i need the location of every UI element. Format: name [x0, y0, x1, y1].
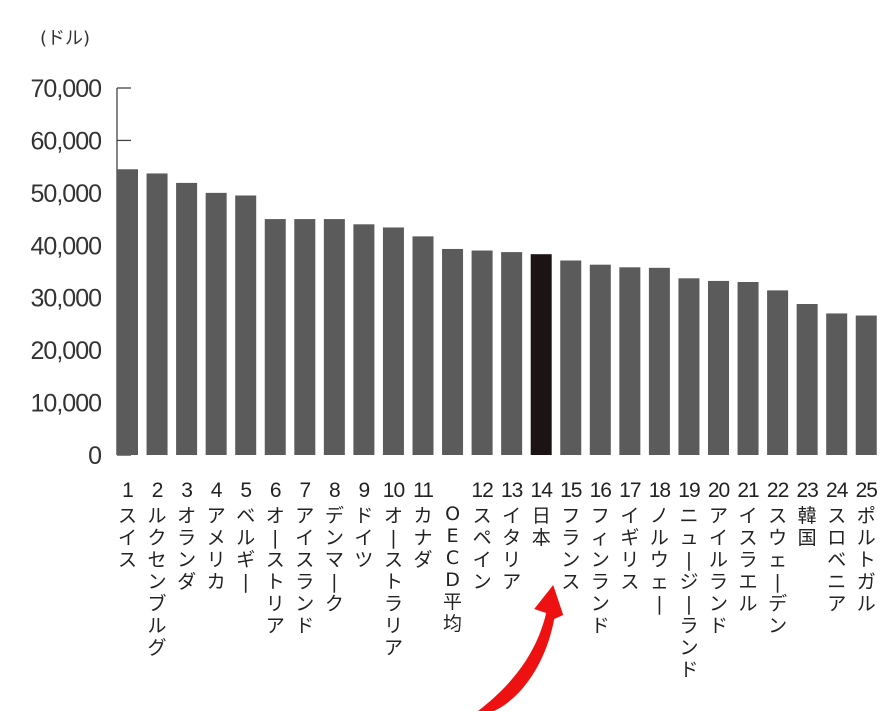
bars-group: [117, 169, 877, 456]
x-rank-label: 7: [299, 479, 310, 502]
x-category-label: アメリカ: [207, 505, 226, 593]
x-rank-label: 19: [678, 479, 700, 502]
x-category-label: オ|ストリア: [266, 505, 285, 637]
x-category-label: スウェ|デン: [768, 505, 787, 637]
bar: [767, 290, 789, 455]
bar: [678, 278, 700, 455]
bar: [264, 219, 286, 455]
x-category-label: オランダ: [177, 505, 196, 593]
bar: [412, 236, 434, 455]
x-rank-label: 2: [152, 479, 163, 502]
x-category-label: ノルウェ|: [650, 505, 669, 615]
x-rank-label: 16: [590, 479, 612, 502]
x-rank-label: 8: [329, 479, 340, 502]
x-category-label: 韓国: [798, 505, 817, 549]
x-rank-label: 13: [501, 479, 523, 502]
x-category-label: カナダ: [413, 505, 432, 571]
x-rank-label: 6: [270, 479, 281, 502]
bar: [826, 313, 848, 455]
x-category-label: デンマ|ク: [325, 505, 344, 615]
x-category-label: O E C D 平均: [443, 503, 462, 635]
x-category-label: スロベニア: [827, 505, 846, 615]
x-rank-label: 4: [211, 479, 223, 502]
x-category-label: オ|ストラリア: [384, 505, 403, 659]
y-tick-label: 70,000: [31, 75, 102, 103]
x-category-label: イタリア: [502, 505, 521, 593]
y-axis-unit-label: (ドル): [40, 28, 90, 49]
x-category-label: イギリス: [620, 505, 639, 593]
x-category-label: イスラエル: [739, 505, 758, 615]
x-rank-label: 18: [649, 479, 671, 502]
x-category-label: ベルギ|: [236, 505, 255, 593]
bar: [855, 315, 877, 455]
y-tick-label: 0: [88, 442, 101, 470]
x-rank-label: 11: [413, 479, 433, 502]
x-category-label: フランス: [561, 505, 580, 593]
x-category-label: ニュ|ジ|ランド: [679, 505, 698, 681]
highlight-arrow: [478, 585, 564, 711]
x-rank-label: 3: [181, 479, 192, 502]
x-rank-label: 14: [531, 479, 554, 502]
x-rank-label: 22: [767, 479, 789, 502]
bar: [442, 248, 464, 455]
x-rank-label: 1: [122, 479, 133, 502]
x-category-label: アイルランド: [709, 505, 728, 637]
bar: [530, 254, 552, 455]
bar: [619, 267, 641, 455]
x-rank-label: 25: [856, 479, 878, 502]
bar: [501, 252, 523, 455]
x-axis-labels: 1 スイス 2 ルクセンブルグ 3 オランダ 4 アメリカ 5 ベルギ| 6 オ|ストリア 7 アイスラン…: [118, 479, 878, 681]
x-category-label: アイスランド: [295, 505, 314, 637]
x-rank-label: 23: [796, 479, 818, 502]
x-rank-label: 10: [383, 479, 405, 502]
bar: [796, 304, 818, 455]
x-rank-label: 17: [619, 479, 641, 502]
y-tick-label: 50,000: [31, 180, 102, 208]
y-tick-label: 60,000: [31, 127, 102, 155]
x-category-label: ルクセンブルグ: [148, 505, 167, 659]
x-category-label: スペイン: [473, 505, 492, 593]
y-tick-label: 40,000: [31, 232, 102, 260]
bar: [235, 195, 257, 455]
x-category-label: 日本: [532, 505, 551, 549]
bar: [353, 224, 375, 455]
x-rank-label: 9: [359, 479, 370, 502]
bar: [708, 280, 729, 455]
bar: [737, 281, 759, 455]
x-rank-label: 20: [708, 479, 730, 502]
x-rank-label: 21: [737, 479, 759, 502]
x-rank-label: 12: [471, 479, 493, 502]
y-tick-label: 10,000: [31, 390, 102, 418]
y-tick-label: 20,000: [31, 337, 102, 365]
bar: [117, 169, 138, 455]
bar: [323, 219, 345, 455]
x-category-label: ポルトガル: [857, 505, 876, 615]
x-category-label: ドイツ: [354, 505, 373, 571]
bar: [382, 227, 404, 455]
x-rank-label: 24: [826, 479, 849, 502]
bar: [560, 260, 582, 455]
x-rank-label: 5: [240, 479, 251, 502]
bar: [589, 264, 611, 455]
x-rank-label: 15: [560, 479, 582, 502]
x-category-label: スイス: [118, 505, 137, 571]
bar: [471, 250, 493, 455]
bar: [205, 192, 227, 455]
bar: [294, 219, 316, 455]
x-category-label: フィンランド: [591, 505, 610, 637]
y-axis: 70,000 60,000 50,000 40,000 30,000 20,000 10,0…: [31, 75, 131, 470]
bar: [648, 267, 670, 455]
y-tick-label: 30,000: [31, 285, 102, 313]
bar: [146, 173, 168, 456]
bar: [176, 182, 198, 455]
